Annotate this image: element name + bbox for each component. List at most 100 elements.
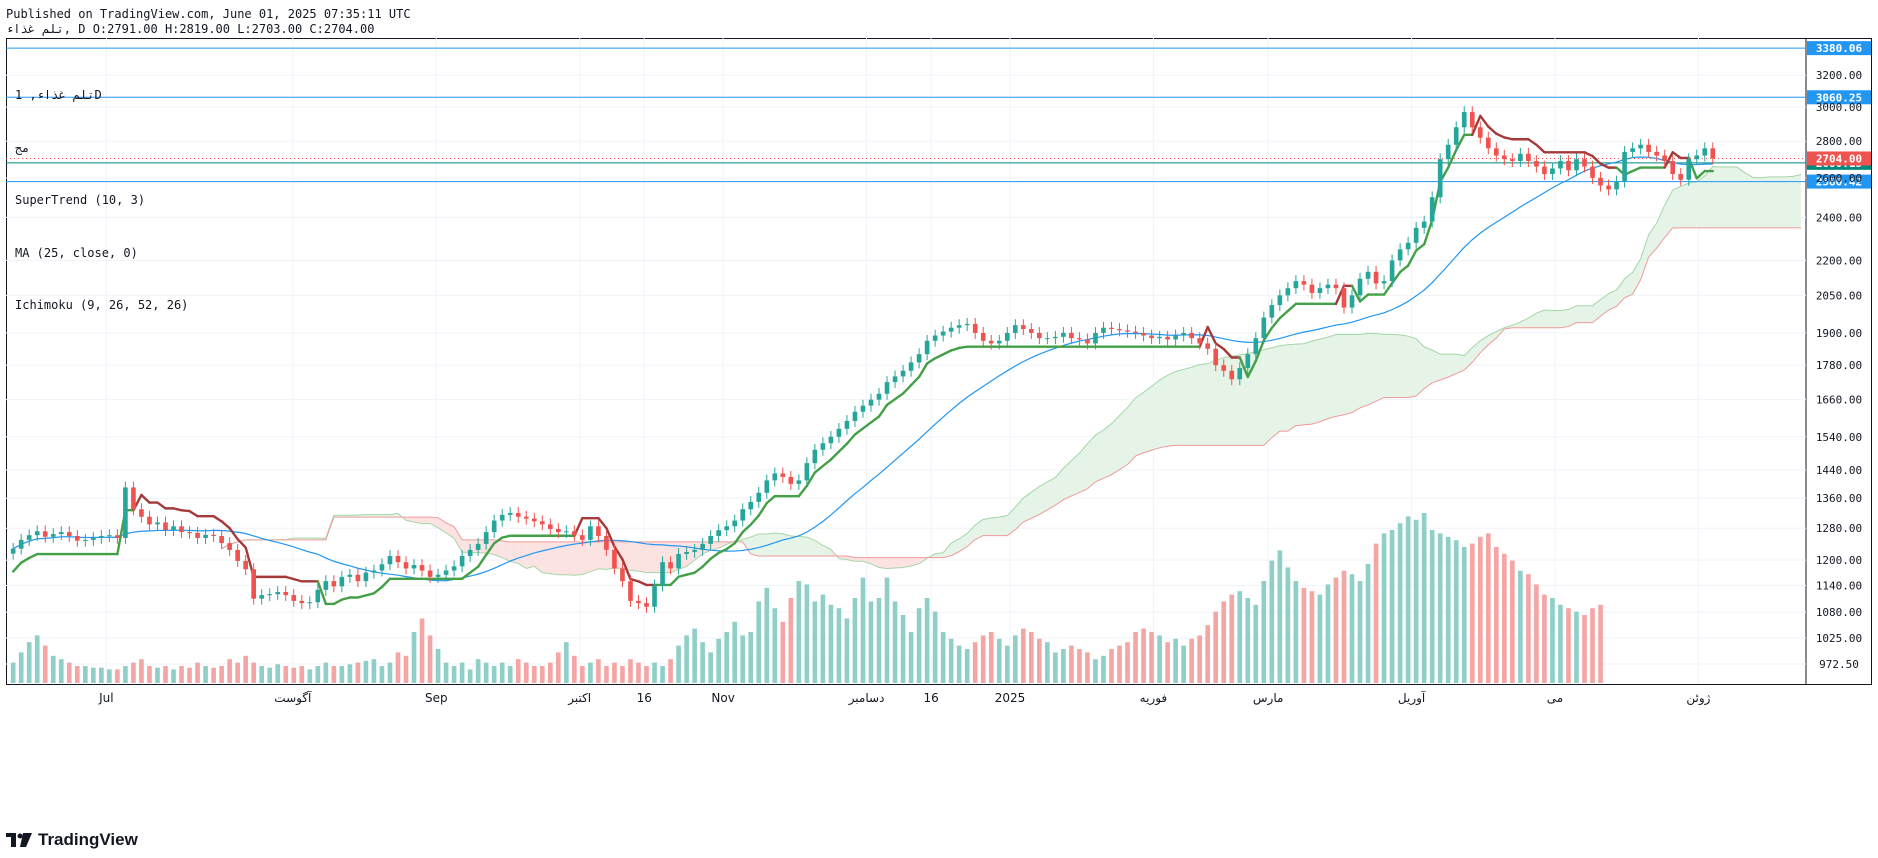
volume-bar bbox=[812, 601, 818, 683]
volume-bar bbox=[179, 666, 184, 683]
volume-bar bbox=[411, 632, 417, 683]
price-axis[interactable]: 3200.00 3000.00 2800.00 2600.00 2400.00 2200.… bbox=[1816, 69, 1862, 671]
volume-bar bbox=[1197, 635, 1203, 683]
cloud-segment bbox=[1400, 334, 1409, 398]
legend-exchange: مج bbox=[15, 140, 30, 155]
price-tick-label: 972.50 bbox=[1819, 658, 1859, 671]
legend-ichimoku[interactable]: Ichimoku (9, 26, 52, 26) bbox=[15, 298, 189, 312]
cloud-segment bbox=[1744, 172, 1753, 228]
supertrend-segment bbox=[765, 494, 776, 505]
volume-bar bbox=[74, 666, 80, 683]
volume-bar bbox=[1173, 638, 1178, 683]
candle-body bbox=[1558, 161, 1563, 169]
cloud-segment bbox=[1784, 176, 1793, 228]
candle-body bbox=[1205, 343, 1211, 349]
legend-supertrend[interactable]: SuperTrend (10, 3) bbox=[15, 193, 146, 207]
supertrend-segment bbox=[685, 571, 696, 576]
volume-bar bbox=[596, 659, 601, 683]
volume-bar bbox=[972, 642, 978, 683]
cloud-segment bbox=[502, 540, 511, 562]
cloud-segment bbox=[1656, 205, 1665, 249]
price-tick-label: 1080.00 bbox=[1816, 606, 1862, 619]
supertrend-segment bbox=[1254, 339, 1266, 363]
candle-body bbox=[163, 522, 168, 531]
candle-body bbox=[339, 576, 345, 587]
volume-bar bbox=[475, 659, 481, 683]
volume-bar bbox=[339, 666, 345, 683]
candle-body bbox=[1109, 327, 1114, 330]
cloud-segment bbox=[1440, 354, 1449, 380]
cloud-segment bbox=[1095, 429, 1104, 482]
cloud-segment bbox=[782, 533, 791, 557]
cloud-segment bbox=[975, 519, 984, 540]
volume-bar bbox=[780, 621, 786, 683]
tradingview-logo[interactable]: TradingView bbox=[6, 828, 138, 852]
supertrend-segment bbox=[637, 580, 648, 587]
volume-bar bbox=[852, 598, 858, 683]
candle-body bbox=[1389, 260, 1395, 282]
volume-bar bbox=[523, 662, 529, 683]
cloud-segment bbox=[454, 526, 463, 553]
candle-body bbox=[235, 549, 240, 561]
candle-body bbox=[996, 340, 1002, 344]
candle-body bbox=[884, 382, 890, 394]
supertrend-segment bbox=[1455, 133, 1466, 152]
candle-body bbox=[50, 534, 56, 537]
volume-bar bbox=[964, 649, 970, 683]
candle-body bbox=[684, 551, 689, 554]
supertrend-segment bbox=[1278, 309, 1290, 320]
volume-bar bbox=[1461, 547, 1467, 683]
time-tick-label: اکتبر bbox=[567, 691, 591, 706]
candle-body bbox=[1437, 159, 1443, 198]
supertrend-segment bbox=[212, 514, 223, 523]
candle-body bbox=[676, 553, 681, 569]
cloud-segment bbox=[1552, 310, 1561, 328]
cloud-segment bbox=[1271, 345, 1280, 438]
time-axis[interactable]: Jul آگوست Sep اکتبر 16 Nov دسامبر 16 2025 فوریه ما… bbox=[98, 690, 1711, 706]
legend-symbol[interactable]: تلم غذاء, 1D bbox=[15, 88, 102, 102]
cloud-segment bbox=[1776, 176, 1785, 228]
candle-body bbox=[1317, 288, 1323, 293]
candle-body bbox=[331, 581, 337, 587]
supertrend-segment bbox=[1214, 342, 1225, 351]
supertrend-segment bbox=[1270, 316, 1282, 330]
candle-body bbox=[267, 594, 273, 596]
volume-bar bbox=[900, 615, 906, 683]
cloud-segment bbox=[999, 515, 1008, 536]
volume-bar bbox=[419, 618, 425, 683]
cloud-segment bbox=[1111, 415, 1120, 475]
cloud-segment bbox=[1512, 321, 1521, 328]
volume-bar bbox=[467, 669, 473, 683]
price-tick-label: 1440.00 bbox=[1816, 464, 1862, 477]
volume-bar bbox=[1261, 581, 1267, 683]
volume-bar bbox=[1053, 652, 1058, 683]
plot-border bbox=[6, 38, 1872, 685]
volume-bar bbox=[1518, 570, 1523, 683]
volume-bar bbox=[1510, 560, 1515, 683]
supertrend-segment bbox=[1495, 132, 1506, 139]
candle-body bbox=[1309, 284, 1315, 293]
supertrend-segment bbox=[901, 383, 913, 395]
published-note: Published on TradingView.com, June 01, 2… bbox=[6, 7, 411, 21]
legend-ma[interactable]: MA (25, close, 0) bbox=[15, 245, 138, 260]
volume-bar bbox=[612, 662, 617, 683]
volume-bar bbox=[1221, 601, 1227, 683]
supertrend-segment bbox=[693, 565, 704, 574]
cloud-segment bbox=[1728, 167, 1737, 228]
candle-body bbox=[387, 556, 393, 565]
cloud-segment bbox=[1792, 174, 1801, 228]
volume-bar bbox=[83, 666, 88, 683]
time-tick-label: مارس bbox=[1253, 691, 1284, 706]
candle-body bbox=[1421, 221, 1427, 228]
cloud-segment bbox=[542, 541, 551, 574]
volume-bar bbox=[387, 662, 393, 683]
volume-bar bbox=[91, 667, 96, 683]
supertrend-segment bbox=[1487, 125, 1498, 135]
cloud-segment bbox=[1672, 186, 1681, 228]
candle-body bbox=[1197, 338, 1203, 344]
time-tick-label: Nov bbox=[711, 691, 734, 705]
cloud-segment bbox=[1536, 310, 1545, 328]
volume-bar bbox=[1349, 574, 1355, 683]
